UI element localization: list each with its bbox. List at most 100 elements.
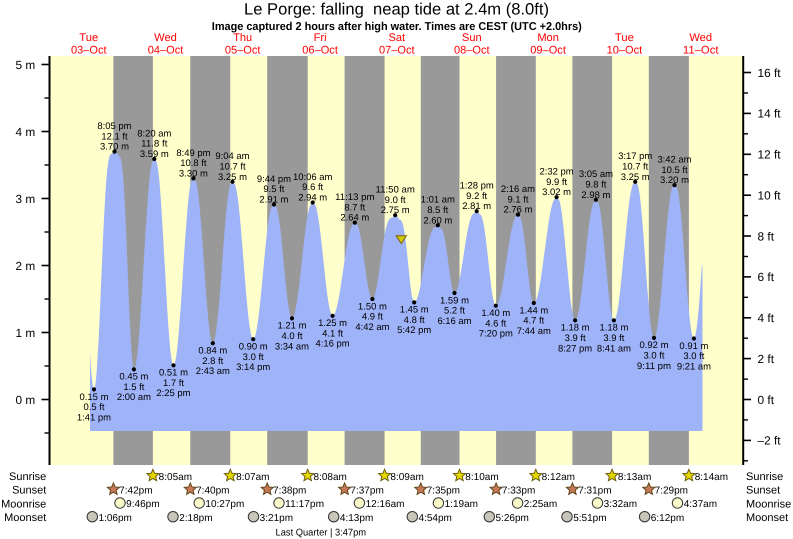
svg-text:3:32am: 3:32am	[604, 499, 637, 510]
svg-text:1.5 ft: 1.5 ft	[123, 381, 144, 392]
svg-text:Sun: Sun	[462, 32, 482, 44]
svg-text:1.50 m: 1.50 m	[358, 300, 387, 311]
svg-text:Last Quarter | 3:47pm: Last Quarter | 3:47pm	[276, 527, 367, 538]
svg-text:2:18pm: 2:18pm	[179, 513, 212, 524]
svg-text:1:01 am: 1:01 am	[421, 194, 455, 205]
svg-text:2:32 pm: 2:32 pm	[540, 166, 574, 177]
svg-text:2.91 m: 2.91 m	[259, 194, 288, 205]
svg-text:09–Oct: 09–Oct	[530, 44, 566, 56]
svg-text:Image captured 2 hours after h: Image captured 2 hours after high water.…	[212, 21, 582, 33]
svg-text:11–Oct: 11–Oct	[683, 44, 719, 56]
svg-text:0.45 m: 0.45 m	[119, 371, 148, 382]
svg-text:11.8 ft: 11.8 ft	[141, 138, 168, 149]
svg-text:04–Oct: 04–Oct	[148, 44, 184, 56]
svg-text:10.5 ft: 10.5 ft	[661, 164, 688, 175]
svg-text:Moonset: Moonset	[746, 512, 788, 524]
svg-text:2.60 m: 2.60 m	[423, 214, 452, 225]
svg-text:9:11 pm: 9:11 pm	[637, 360, 671, 371]
svg-text:05–Oct: 05–Oct	[225, 44, 261, 56]
svg-text:2:25am: 2:25am	[524, 499, 557, 510]
svg-text:12.1 ft: 12.1 ft	[101, 130, 128, 141]
svg-text:3.30 m: 3.30 m	[179, 167, 208, 178]
svg-text:5:26pm: 5:26pm	[496, 513, 529, 524]
svg-text:0.92 m: 0.92 m	[640, 339, 669, 350]
svg-text:7:31pm: 7:31pm	[578, 486, 611, 497]
svg-text:9.0 ft: 9.0 ft	[385, 194, 406, 205]
svg-text:10.7 ft: 10.7 ft	[219, 160, 246, 171]
svg-text:1 m: 1 m	[16, 326, 36, 340]
svg-text:06–Oct: 06–Oct	[302, 44, 338, 56]
svg-text:7:40pm: 7:40pm	[196, 486, 229, 497]
svg-text:14 ft: 14 ft	[758, 107, 782, 121]
svg-text:2.94 m: 2.94 m	[298, 192, 327, 203]
svg-text:2:00 am: 2:00 am	[117, 391, 151, 402]
svg-text:3.0 ft: 3.0 ft	[644, 350, 665, 361]
svg-text:8:05 pm: 8:05 pm	[97, 120, 131, 131]
svg-text:3.0 ft: 3.0 ft	[683, 350, 704, 361]
svg-text:6:12pm: 6:12pm	[651, 513, 684, 524]
svg-text:10:06 am: 10:06 am	[293, 171, 333, 182]
svg-text:03–Oct: 03–Oct	[71, 44, 107, 56]
svg-text:2.64 m: 2.64 m	[340, 212, 369, 223]
svg-text:1:41 pm: 1:41 pm	[77, 411, 111, 422]
svg-text:Sunset: Sunset	[12, 485, 46, 497]
svg-text:0.91 m: 0.91 m	[679, 340, 708, 351]
svg-text:11:13 pm: 11:13 pm	[335, 191, 375, 202]
svg-text:1.7 ft: 1.7 ft	[163, 377, 184, 388]
svg-text:16 ft: 16 ft	[758, 66, 782, 80]
svg-text:8:10am: 8:10am	[465, 472, 498, 483]
svg-text:8:12am: 8:12am	[542, 472, 575, 483]
svg-text:0 ft: 0 ft	[758, 393, 775, 407]
svg-text:3.9 ft: 3.9 ft	[565, 332, 586, 343]
svg-text:1.18 m: 1.18 m	[561, 322, 590, 333]
svg-text:1.40 m: 1.40 m	[481, 307, 510, 318]
svg-text:7:44 am: 7:44 am	[517, 325, 551, 336]
svg-text:0 m: 0 m	[16, 393, 36, 407]
svg-text:8 ft: 8 ft	[758, 229, 775, 243]
svg-text:4.8 ft: 4.8 ft	[404, 314, 425, 325]
svg-text:10 ft: 10 ft	[758, 189, 782, 203]
svg-text:3.9 ft: 3.9 ft	[603, 332, 624, 343]
svg-text:5:51pm: 5:51pm	[573, 513, 606, 524]
svg-text:Sunrise: Sunrise	[746, 471, 783, 483]
svg-text:5 m: 5 m	[16, 58, 36, 72]
svg-text:8:20 am: 8:20 am	[137, 127, 171, 138]
svg-text:8:13am: 8:13am	[618, 472, 651, 483]
svg-text:4:16 pm: 4:16 pm	[316, 338, 350, 349]
svg-text:Tue: Tue	[615, 32, 634, 44]
svg-text:6 ft: 6 ft	[758, 270, 775, 284]
svg-text:10.7 ft: 10.7 ft	[622, 160, 649, 171]
svg-text:2:25 pm: 2:25 pm	[156, 387, 190, 398]
svg-text:2.8 ft: 2.8 ft	[202, 355, 223, 366]
svg-text:1.45 m: 1.45 m	[400, 304, 429, 315]
svg-text:4 ft: 4 ft	[758, 311, 775, 325]
svg-text:3:14 pm: 3:14 pm	[236, 361, 270, 372]
svg-text:Moonset: Moonset	[4, 512, 46, 524]
svg-text:4.9 ft: 4.9 ft	[362, 311, 383, 322]
svg-text:8:41 am: 8:41 am	[597, 342, 631, 353]
svg-text:9.2 ft: 9.2 ft	[466, 190, 487, 201]
svg-text:Wed: Wed	[689, 32, 712, 44]
svg-text:7:42pm: 7:42pm	[119, 486, 152, 497]
svg-text:2.81 m: 2.81 m	[462, 200, 491, 211]
svg-text:Sat: Sat	[389, 32, 406, 44]
svg-text:0.51 m: 0.51 m	[159, 367, 188, 378]
svg-text:5.2 ft: 5.2 ft	[444, 305, 465, 316]
svg-text:8:49 pm: 8:49 pm	[176, 147, 210, 158]
svg-text:10.8 ft: 10.8 ft	[180, 157, 207, 168]
svg-text:–2 ft: –2 ft	[758, 434, 782, 448]
svg-text:1.59 m: 1.59 m	[440, 294, 469, 305]
svg-text:8:27 pm: 8:27 pm	[558, 342, 592, 353]
svg-text:11:50 am: 11:50 am	[376, 184, 416, 195]
svg-text:4.1 ft: 4.1 ft	[322, 327, 343, 338]
svg-text:9.9 ft: 9.9 ft	[546, 176, 567, 187]
svg-text:4:54pm: 4:54pm	[419, 513, 452, 524]
svg-text:8:08am: 8:08am	[314, 472, 347, 483]
svg-text:1:28 pm: 1:28 pm	[460, 180, 494, 191]
svg-text:7:38pm: 7:38pm	[273, 486, 306, 497]
svg-text:4.6 ft: 4.6 ft	[485, 317, 506, 328]
svg-text:4:37am: 4:37am	[684, 499, 717, 510]
svg-text:8:09am: 8:09am	[390, 472, 423, 483]
svg-text:11:17pm: 11:17pm	[285, 499, 324, 510]
svg-text:3.0 ft: 3.0 ft	[243, 351, 264, 362]
